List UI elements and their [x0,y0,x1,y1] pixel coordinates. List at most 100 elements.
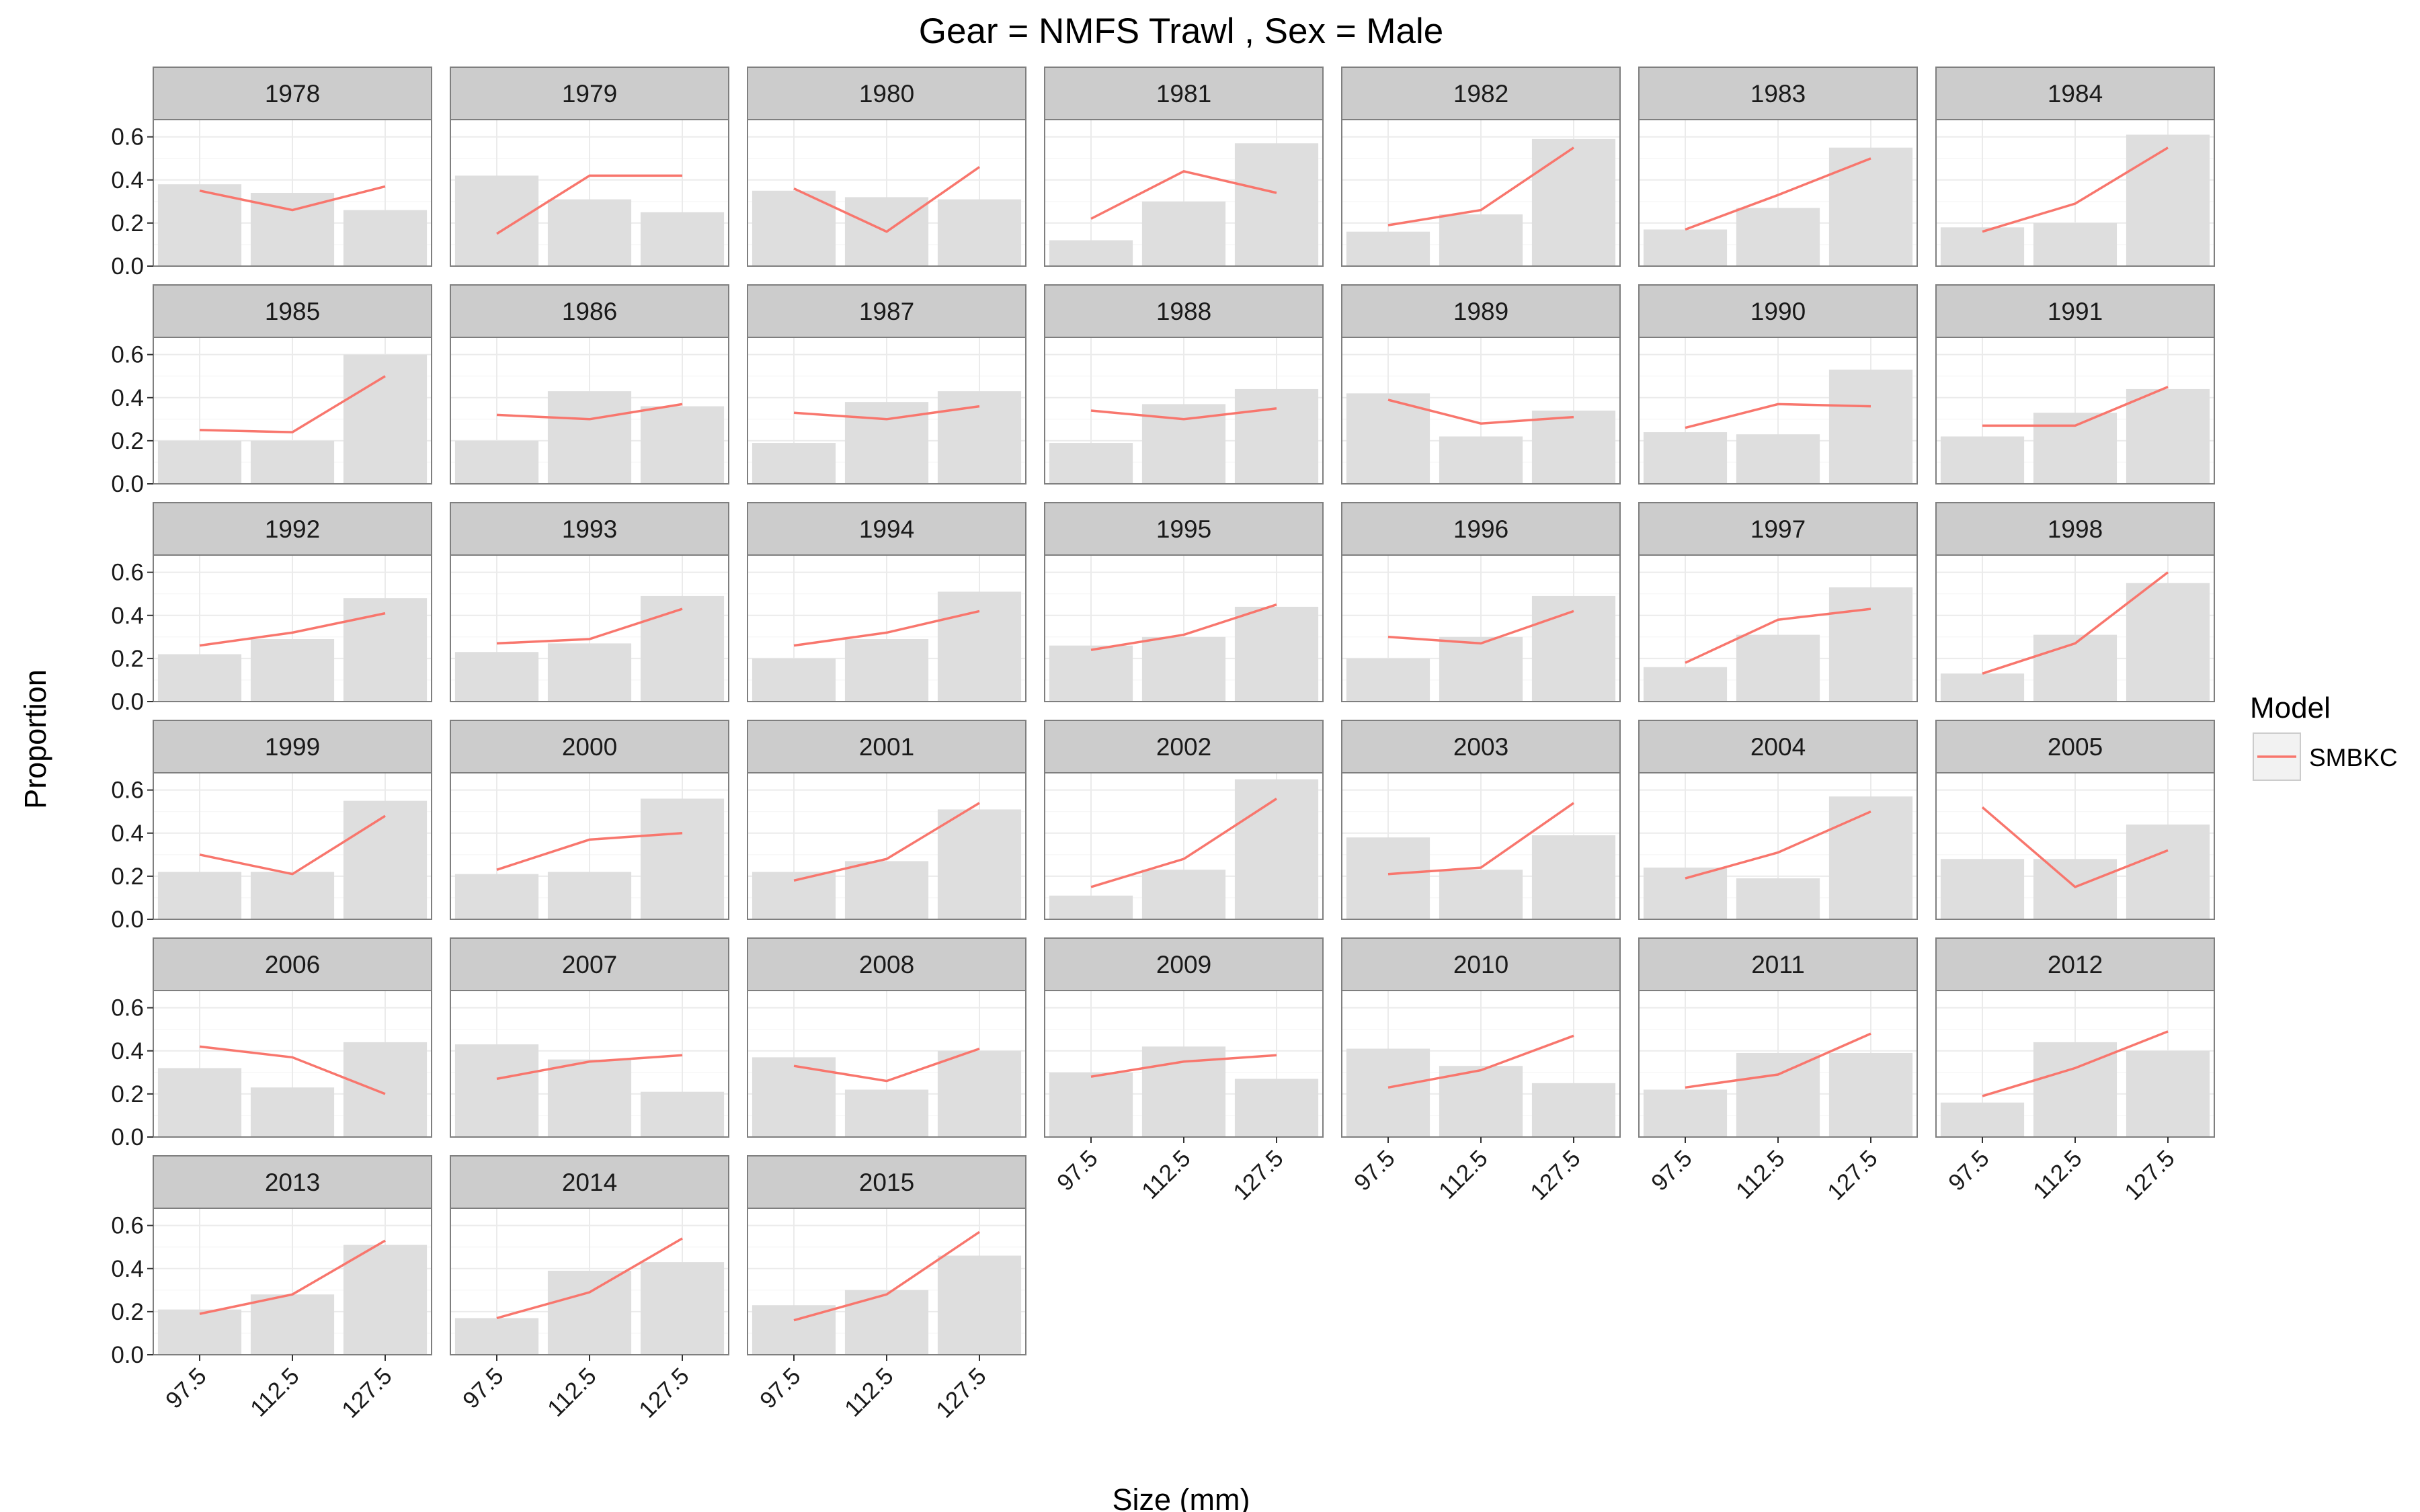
panel-border [1044,337,1324,485]
strip-background [1935,284,2215,338]
bar-observed-127.5 [343,1245,428,1355]
strip-label: 1987 [859,298,914,325]
y-tick-label: 0.4 [111,385,144,411]
panel-border [153,119,432,267]
strip-label: 2005 [2048,733,2103,761]
bar-observed-112.5 [844,639,929,702]
strip-background [450,937,729,991]
facet-panel-1994: 1994 [747,502,1026,702]
panel-border [1935,337,2215,485]
series-line-SMBKC [793,1230,980,1322]
strip-background [747,937,1026,991]
bar-observed-97.5 [157,872,242,919]
bar-observed-127.5 [2126,388,2210,484]
panel-border [153,772,432,920]
bar-observed-112.5 [1736,208,1820,266]
panel-border [1638,772,1918,920]
panel-border [747,772,1026,920]
y-tick-label: 0.2 [111,428,144,454]
facet-panel-1991: 1991 [1935,284,2215,485]
y-tick-label: 0.2 [111,1299,144,1325]
strip-label: 2003 [1453,733,1508,761]
x-tick-label: 127.5 [2120,1145,2180,1206]
series-line-SMBKC [1685,157,1871,231]
y-tick-label: 0.2 [111,1081,144,1107]
bar-observed-112.5 [1439,636,1523,702]
bar-observed-112.5 [250,1294,335,1355]
strip-background [747,67,1026,120]
bar-observed-97.5 [1940,227,2025,266]
bar-observed-127.5 [1828,587,1913,702]
x-tick-label: 97.5 [1349,1145,1400,1196]
bar-observed-97.5 [752,443,836,484]
facet-panel-1989: 1989 [1341,284,1621,485]
facet-panel-2000: 2000 [450,720,729,920]
bar-observed-97.5 [1346,658,1430,702]
strip-background [1341,502,1621,556]
chart-title: Gear = NMFS Trawl , Sex = Male [919,11,1444,51]
strip-background [1044,502,1324,556]
strip-label: 2011 [1751,951,1805,978]
series-line-SMBKC [199,375,386,433]
strip-background [450,502,729,556]
strip-background [153,720,432,773]
panel-border [1638,337,1918,485]
strip-background [1341,67,1621,120]
bar-observed-127.5 [343,210,428,266]
bar-observed-112.5 [547,1270,632,1355]
strip-background [747,284,1026,338]
series-line-SMBKC [199,814,386,876]
facet-panel-1999: 1999 0.0 0.2 0.4 0.6 [111,720,432,933]
bar-observed-112.5 [1736,1052,1820,1137]
y-tick-label: 0.6 [111,1213,144,1239]
bar-observed-97.5 [454,874,539,919]
facet-panel-2014: 2014 97.5 112.5 127.5 [450,1155,729,1423]
facet-panel-2008: 2008 [747,937,1026,1138]
strip-label: 2015 [859,1169,914,1196]
x-tick-label: 127.5 [931,1363,992,1423]
panel-border [450,337,729,485]
series-line-SMBKC [1387,610,1574,645]
strip-label: 1990 [1750,298,1806,325]
y-tick-label: 0.0 [111,689,144,715]
series-line-SMBKC [1982,571,2169,675]
strip-label: 2010 [1453,951,1508,978]
facet-panel-2005: 2005 [1935,720,2215,920]
bar-observed-127.5 [1234,388,1319,484]
bar-observed-127.5 [937,809,1022,919]
bar-observed-127.5 [937,1050,1022,1137]
bar-observed-112.5 [250,639,335,702]
bar-observed-97.5 [752,190,836,266]
strip-label: 1994 [859,515,914,543]
strip-background [153,1155,432,1209]
x-tick-label: 112.5 [245,1363,305,1422]
bar-observed-97.5 [1346,1048,1430,1137]
strip-background [450,720,729,773]
y-tick-label: 0.4 [111,821,144,847]
facet-panel-1985: 1985 0.0 0.2 0.4 0.6 [111,284,432,497]
panel-border [747,337,1026,485]
panel-border [1044,554,1324,702]
strip-background [1044,67,1324,120]
facet-panel-1990: 1990 [1638,284,1918,485]
x-tick-label: 97.5 [1646,1145,1697,1196]
panel-border [1638,554,1918,702]
facet-panel-1981: 1981 [1044,67,1324,267]
facet-panel-1983: 1983 [1638,67,1918,267]
y-tick-label: 0.0 [111,1124,144,1150]
strip-label: 2014 [562,1169,617,1196]
series-line-SMBKC [496,403,683,421]
facet-panel-2012: 2012 97.5 112.5 127.5 [1935,937,2215,1206]
bar-observed-127.5 [2126,1050,2210,1137]
bar-observed-97.5 [1049,443,1133,484]
facet-panel-1992: 1992 0.0 0.2 0.4 0.6 [111,502,432,715]
series-line-SMBKC [1090,603,1277,651]
bar-observed-97.5 [157,184,242,266]
panel-border [450,119,729,267]
bar-observed-127.5 [1531,595,1616,702]
bar-observed-112.5 [1736,434,1820,484]
strip-label: 1988 [1156,298,1211,325]
strip-label: 1996 [1453,515,1508,543]
series-line-SMBKC [1387,398,1574,425]
bar-observed-112.5 [2033,859,2118,919]
